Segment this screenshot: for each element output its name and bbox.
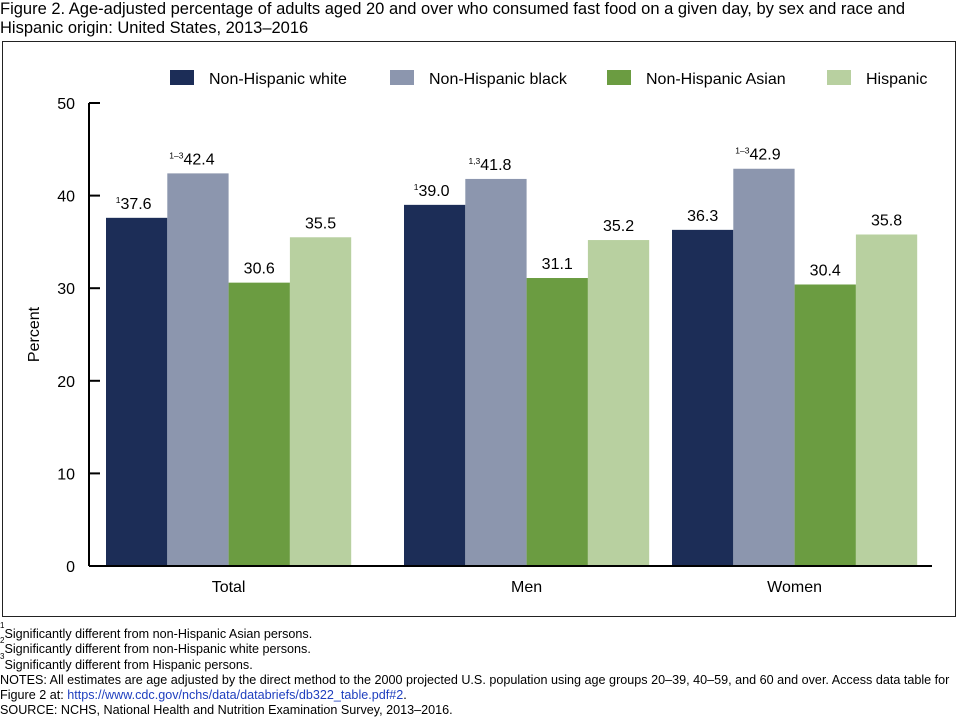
footnote-3: 3Significantly different from Hispanic p… [0, 651, 253, 672]
value: 39.0 [418, 183, 449, 200]
data-label: 30.6 [244, 261, 275, 278]
legend-label: Non-Hispanic white [209, 71, 347, 88]
data-table-link[interactable]: https://www.cdc.gov/nchs/data/databriefs… [67, 688, 404, 703]
value: 42.9 [749, 147, 780, 164]
x-tick-label: Women [767, 579, 822, 596]
chart-frame [2, 41, 956, 617]
bar [794, 284, 856, 566]
bar [465, 178, 527, 566]
data-label: 1–342.9 [735, 146, 780, 164]
legend-label: Non-Hispanic black [429, 71, 568, 88]
legend: Non-Hispanic white Non-Hispanic black Non-… [170, 70, 927, 88]
legend-item: Hispanic [827, 70, 927, 88]
y-tick-label: 40 [57, 189, 75, 206]
bar [855, 234, 918, 566]
significance-note: 1 [414, 182, 419, 192]
legend-item: Non-Hispanic white [170, 70, 347, 88]
x-tick-label: Men [511, 579, 542, 596]
y-axis: 0 10 20 30 40 50 Percent [26, 96, 100, 576]
bar [587, 240, 650, 566]
bars [106, 168, 918, 567]
legend-item: Non-Hispanic black [390, 70, 568, 88]
bar [404, 204, 466, 567]
data-label: 137.6 [116, 195, 152, 213]
data-label: 139.0 [414, 182, 450, 200]
y-tick-label: 10 [57, 466, 75, 483]
figure-title: Figure 2. Age-adjusted percentage of adu… [0, 0, 906, 37]
y-tick-label: 20 [57, 374, 75, 391]
data-label: 31.1 [542, 256, 573, 273]
legend-label: Hispanic [866, 71, 927, 88]
bar [672, 229, 734, 566]
data-label: 30.4 [810, 262, 841, 279]
footnote-1: 1Significantly different from non-Hispan… [0, 621, 313, 642]
bar [733, 168, 795, 566]
footnotes: 1Significantly different from non-Hispan… [0, 621, 960, 719]
data-label: 1–342.4 [169, 150, 214, 168]
bar [106, 217, 168, 566]
data-label: 1,341.8 [468, 156, 511, 174]
y-tick-label: 30 [57, 281, 75, 298]
legend-item: Non-Hispanic Asian [607, 70, 786, 88]
bar [228, 282, 290, 566]
legend-label: Non-Hispanic Asian [646, 71, 786, 88]
legend-swatch [607, 70, 631, 85]
legend-swatch [827, 70, 851, 85]
footnote-2: 2Significantly different from non-Hispan… [0, 636, 311, 657]
y-axis-title: Percent [26, 306, 43, 362]
notes: NOTES: All estimates are age adjusted by… [0, 672, 950, 703]
bar [526, 278, 588, 566]
legend-swatch [170, 70, 194, 85]
value: 42.4 [183, 151, 214, 168]
significance-note: 1 [116, 195, 121, 205]
x-axis: Total Men Women [89, 565, 932, 596]
y-tick-label: 50 [57, 96, 75, 113]
value: 37.6 [120, 196, 151, 213]
data-label: 35.5 [305, 215, 336, 232]
significance-note: 1–3 [735, 146, 749, 156]
significance-note: 1–3 [169, 150, 183, 160]
source: SOURCE: NCHS, National Health and Nutrit… [0, 703, 453, 718]
legend-swatch [390, 70, 414, 85]
bar [289, 237, 352, 566]
y-tick-label: 0 [66, 559, 75, 576]
data-label: 36.3 [687, 208, 718, 225]
data-label: 35.8 [871, 212, 902, 229]
bar [167, 173, 229, 566]
value: 41.8 [480, 157, 511, 174]
data-label: 35.2 [603, 218, 634, 235]
x-tick-label: Total [212, 579, 246, 596]
significance-note: 1,3 [468, 156, 480, 166]
